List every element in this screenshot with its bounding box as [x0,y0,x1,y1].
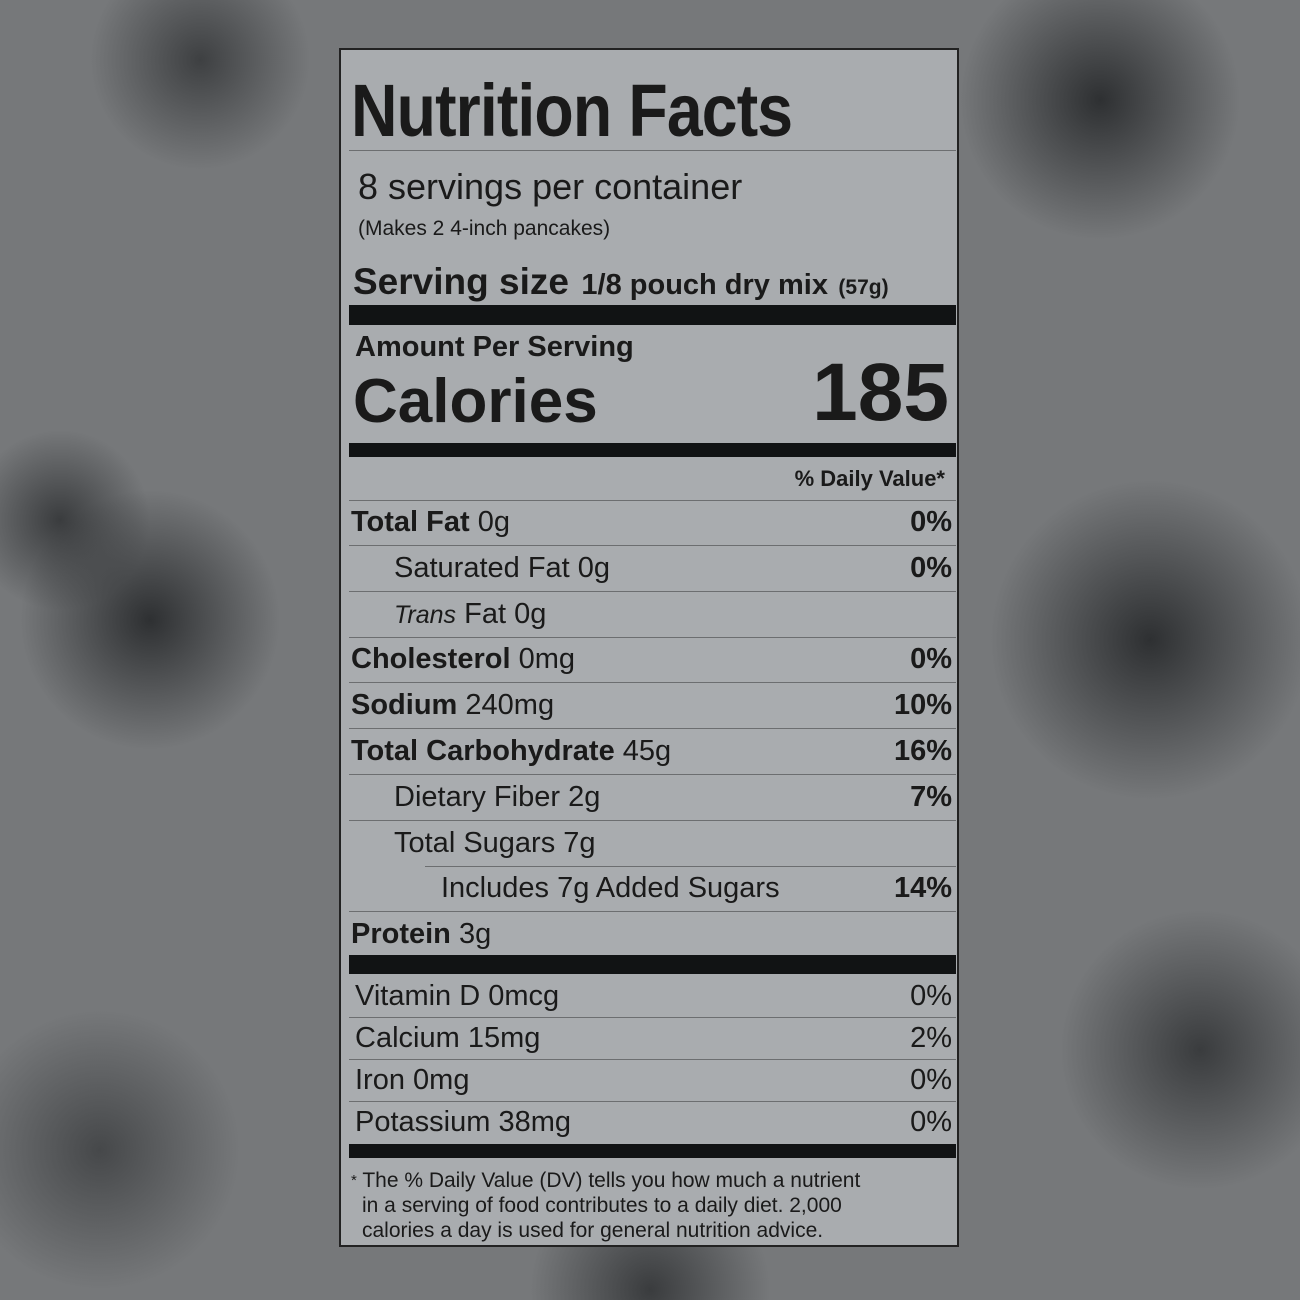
nutrient-amount: 3g [458,918,492,951]
nutrient-daily-value: 16% [893,735,952,767]
divider [425,865,956,867]
divider [349,728,956,730]
nutrient-label: Trans Fat 0g [394,599,546,630]
vitamin-amount: 15mg [467,1022,541,1054]
vitamin-amount: 38mg [498,1106,571,1138]
vitamin-name: Vitamin D [355,980,481,1012]
vitamin-amount: 0mcg [488,980,560,1012]
footnote-line: calories a day is used for general nutri… [362,1219,824,1242]
vitamin-label: Iron 0mg [355,1065,469,1095]
serving-size: Serving size 1/8 pouch dry mix (57g) [353,261,889,303]
vitamin-amount: 0mg [413,1064,470,1096]
thick-divider [349,955,956,974]
nutrient-name: Includes 7g Added Sugars [441,872,780,905]
divider [349,590,956,592]
nutrient-label: Cholesterol 0mg [351,644,575,674]
nutrient-name: Sodium [351,689,458,722]
nutrient-amount: 240mg [465,689,555,722]
nutrient-amount: 0g [577,551,611,584]
nutrient-label: Dietary Fiber 2g [394,782,600,812]
servings-per-container: 8 servings per container [358,166,743,207]
medium-divider [349,1144,956,1158]
nutrient-name: Protein [351,918,451,951]
nutrient-amount: 45g [622,735,672,767]
nutrient-daily-value: 0% [910,643,952,676]
calories-value: 185 [812,347,949,438]
daily-value-header: % Daily Value* [794,466,945,491]
divider [349,774,956,775]
nutrient-name: Total Fat [351,506,470,538]
thick-divider [349,305,956,325]
serving-size-label: Serving size [353,261,569,302]
vitamin-daily-value: 0% [910,1106,952,1138]
medium-divider [349,443,956,457]
amount-per-serving: Amount Per Serving [355,331,634,363]
nutrient-name: Total Carbohydrate [351,735,615,767]
footnote-line: The % Daily Value (DV) tells you how muc… [362,1169,861,1192]
footnote: * The % Daily Value (DV) tells you how m… [351,1168,860,1243]
vitamin-name: Calcium [355,1022,460,1054]
nutrient-label: Total Carbohydrate 45g [351,736,671,766]
footnote-asterisk: * [351,1172,357,1189]
nutrient-label: Protein 3g [351,919,491,949]
vitamin-daily-value: 0% [910,980,952,1012]
nutrient-daily-value: 14% [893,872,952,905]
nutrient-name: Cholesterol [351,643,511,676]
nutrient-amount: 0mg [518,643,576,676]
nutrient-label: Total Fat 0g [351,507,510,537]
calories-label: Calories [353,367,598,436]
divider [349,150,956,151]
nutrient-name: Total Sugars [394,826,556,859]
nutrient-daily-value: 0% [910,506,952,538]
nutrient-daily-value: 7% [910,780,952,813]
label-title: Nutrition Facts [351,69,793,152]
divider [349,636,956,638]
nutrient-label: Includes 7g Added Sugars [441,873,780,903]
serving-size-grams: (57g) [838,276,889,299]
vitamin-daily-value: 0% [910,1064,952,1096]
nutrient-label: Saturated Fat 0g [394,553,610,583]
nutrient-amount: 0g [477,506,511,538]
vitamin-name: Potassium [355,1106,491,1138]
nutrition-facts-label: Nutrition Facts 8 servings per container… [339,48,959,1247]
vitamin-name: Iron [355,1064,405,1096]
vitamin-daily-value: 2% [910,1022,952,1054]
divider [349,1059,956,1060]
divider [349,1017,956,1018]
serving-size-value: 1/8 pouch dry mix [581,269,828,301]
nutrient-daily-value: 10% [893,689,952,722]
divider [349,682,956,684]
divider [349,500,956,501]
nutrient-amount: 7g [563,826,596,859]
nutrient-name: Trans [394,600,457,629]
nutrient-name: Saturated Fat [394,551,570,584]
divider [349,911,956,913]
nutrient-amount: 0g [514,597,547,630]
servings-note: (Makes 2 4-inch pancakes) [358,217,611,240]
nutrient-name-suffix: Fat [464,597,507,630]
vitamin-label: Potassium 38mg [355,1107,571,1137]
nutrient-amount: 2g [568,780,601,813]
vitamin-label: Calcium 15mg [355,1023,540,1053]
nutrient-label: Sodium 240mg [351,690,554,720]
nutrient-name: Dietary Fiber [394,780,560,813]
divider [349,819,956,821]
nutrient-daily-value: 0% [910,551,952,584]
footnote-line: in a serving of food contributes to a da… [362,1194,842,1217]
divider [349,1101,956,1102]
nutrient-label: Total Sugars 7g [394,828,596,858]
divider [349,545,956,546]
vitamin-label: Vitamin D 0mcg [355,981,559,1011]
